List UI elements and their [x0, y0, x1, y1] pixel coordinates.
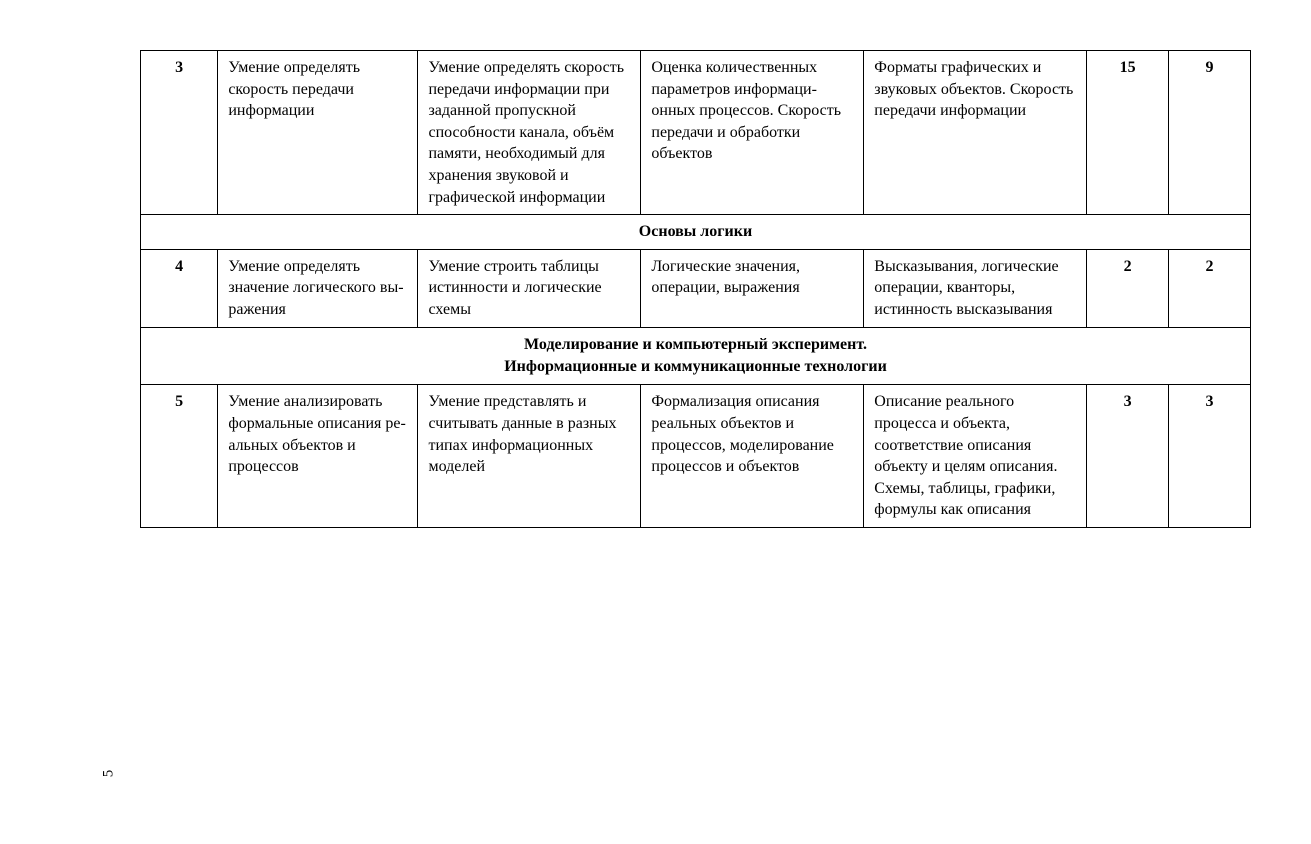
- section-header-row: Моделирование и компьютерный эксперимент…: [141, 327, 1251, 385]
- page-number: 5: [100, 770, 117, 778]
- section-title: Моделирование и компьютерный эксперимент…: [141, 327, 1251, 385]
- count-2: 9: [1169, 51, 1251, 215]
- skill-secondary: Умение представ­лять и считывать данные …: [418, 385, 641, 528]
- count-1: 3: [1087, 385, 1169, 528]
- count-1: 2: [1087, 249, 1169, 327]
- section-title: Основы логики: [141, 215, 1251, 250]
- count-1: 15: [1087, 51, 1169, 215]
- skill-secondary: Умение опре­делять скорость передачи инф…: [418, 51, 641, 215]
- table-row: 5 Умение анализи­ровать формаль­ные опис…: [141, 385, 1251, 528]
- section-title-line2: Информационные и коммуникационные технол…: [504, 358, 887, 375]
- skill-secondary: Умение строить таблицы истин­ности и лог…: [418, 249, 641, 327]
- skill-primary: Умение опре­делять скорость передачи инф…: [218, 51, 418, 215]
- skill-primary: Умение опре­делять значение логического …: [218, 249, 418, 327]
- content-table: 3 Умение опре­делять скорость передачи и…: [140, 50, 1251, 528]
- table-row: 4 Умение опре­делять значение логическог…: [141, 249, 1251, 327]
- count-2: 2: [1169, 249, 1251, 327]
- section-header-row: Основы логики: [141, 215, 1251, 250]
- content-secondary: Высказывания, логические операции, кван­…: [864, 249, 1087, 327]
- count-2: 3: [1169, 385, 1251, 528]
- content-primary: Формализация описания реаль­ных объектов…: [641, 385, 864, 528]
- skill-primary: Умение анализи­ровать формаль­ные описан…: [218, 385, 418, 528]
- content-primary: Логические зна­чения, операции, выражени…: [641, 249, 864, 327]
- content-primary: Оценка количес­твенных парамет­ров инфор…: [641, 51, 864, 215]
- row-number: 3: [141, 51, 218, 215]
- table-body: 3 Умение опре­делять скорость передачи и…: [141, 51, 1251, 528]
- content-secondary: Описание реаль­ного процесса и объекта, …: [864, 385, 1087, 528]
- section-title-line1: Моделирование и компьютерный эксперимент…: [524, 336, 867, 353]
- content-secondary: Форматы графи­ческих и звуко­вых объекто…: [864, 51, 1087, 215]
- row-number: 5: [141, 385, 218, 528]
- table-row: 3 Умение опре­делять скорость передачи и…: [141, 51, 1251, 215]
- row-number: 4: [141, 249, 218, 327]
